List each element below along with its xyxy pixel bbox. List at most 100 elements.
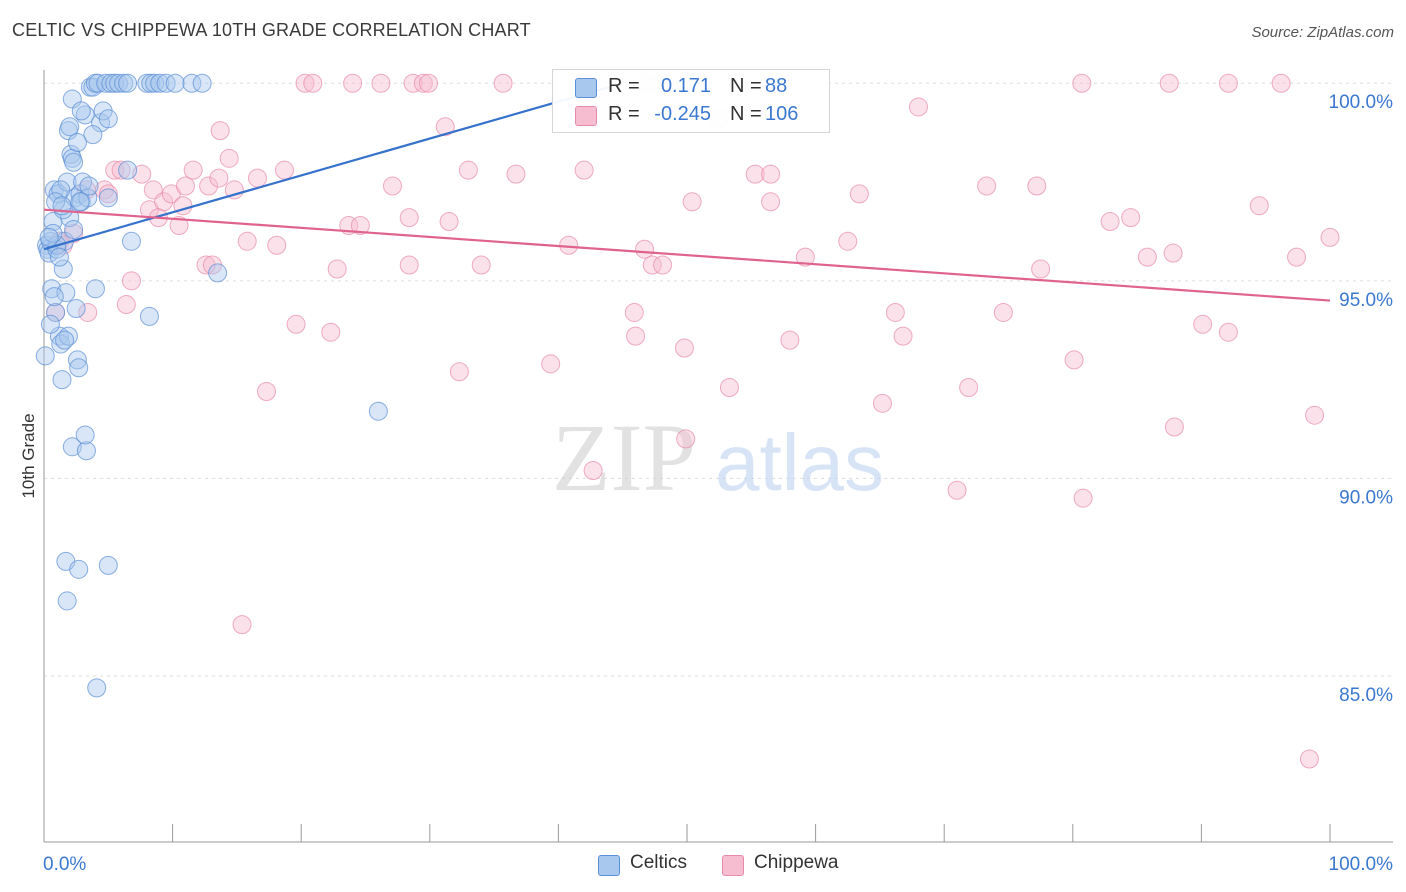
celtics-trend-line: [43, 82, 624, 251]
celtics-point: [121, 231, 141, 251]
chippewa-swatch: [575, 106, 597, 126]
celtics-point: [66, 298, 86, 318]
celtics-point: [44, 287, 64, 307]
celtics-r-label: R =: [608, 75, 640, 97]
celtics-point: [79, 176, 99, 196]
chippewa-point: [403, 73, 423, 93]
celtics-n-label: N =: [730, 75, 762, 97]
celtics-point: [368, 401, 388, 421]
chippewa-point: [219, 148, 239, 168]
y-tick-label: 90.0%: [1339, 487, 1393, 508]
chippewa-point: [1027, 176, 1047, 196]
celtics-point: [75, 105, 95, 125]
celtics-point: [52, 370, 72, 390]
celtics-point: [70, 192, 90, 212]
chippewa-r-value: -0.245: [654, 103, 711, 125]
chippewa-point: [745, 164, 765, 184]
chippewa-point: [893, 326, 913, 346]
celtics-point: [53, 259, 73, 279]
celtics-n-value: 88: [765, 75, 788, 97]
celtics-swatch: [575, 78, 597, 98]
celtics-point: [182, 73, 202, 93]
celtics-r-value: 0.171: [660, 75, 711, 97]
chippewa-point: [458, 160, 478, 180]
chippewa-point: [780, 330, 800, 350]
axes: [43, 70, 1393, 843]
celtics-point: [87, 678, 107, 698]
chippewa-point: [98, 184, 118, 204]
chippewa-point: [199, 176, 219, 196]
chippewa-point: [247, 168, 267, 188]
chippewa-point: [1073, 488, 1093, 508]
chippewa-point: [908, 97, 928, 117]
chippewa-point: [435, 117, 455, 137]
celtics-points: [35, 73, 388, 698]
chippewa-point: [1299, 749, 1319, 769]
x-tick-label-min: 0.0%: [43, 854, 86, 875]
celtics-point: [165, 73, 185, 93]
chippewa-point: [682, 192, 702, 212]
celtics-point: [58, 326, 78, 346]
celtics-point: [55, 330, 75, 350]
celtics-point: [85, 279, 105, 299]
chippewa-point: [350, 216, 370, 235]
chippewa-point: [676, 429, 696, 449]
celtics-point: [60, 208, 80, 228]
celtics-point: [60, 117, 80, 137]
celtics-point: [71, 101, 91, 121]
chippewa-r-label: R =: [608, 103, 640, 125]
chippewa-point: [838, 231, 858, 251]
celtics-point: [43, 223, 63, 243]
chippewa-point: [947, 480, 967, 500]
chippewa-point: [1305, 405, 1325, 425]
celtics-point: [118, 160, 138, 180]
celtics-point: [64, 219, 84, 239]
celtics-point: [62, 437, 82, 457]
chippewa-point: [1271, 73, 1291, 93]
chippewa-point: [719, 378, 739, 398]
celtics-point: [67, 133, 87, 153]
chippewa-point: [303, 73, 323, 93]
chippewa-point: [872, 393, 892, 413]
celtics-point: [76, 441, 96, 461]
chippewa-point: [327, 259, 347, 279]
chippewa-legend-swatch: [722, 855, 744, 876]
celtics-point: [67, 350, 87, 370]
chippewa-point: [885, 302, 905, 322]
celtics-point: [46, 302, 66, 322]
celtics-point: [208, 263, 228, 283]
legend-row-celtics: R = 0.171 N = 88: [553, 73, 829, 101]
x-tick-label-max: 100.0%: [1329, 854, 1394, 875]
chippewa-point: [1218, 322, 1238, 342]
chippewa-point: [154, 192, 174, 212]
chippewa-point: [624, 302, 644, 322]
celtics-point: [75, 425, 95, 445]
celtics-point: [42, 279, 62, 299]
celtics-point: [49, 247, 69, 267]
chippewa-point: [653, 255, 673, 275]
watermark-zip: ZIP: [552, 404, 696, 511]
source-label: Source: ZipAtlas.com: [1251, 24, 1394, 41]
chippewa-point: [111, 160, 131, 180]
legend-row-chippewa: R = -0.245 N = 106: [553, 101, 829, 129]
chippewa-point: [413, 73, 433, 93]
celtics-point: [83, 125, 103, 145]
chippewa-point: [237, 231, 257, 251]
chippewa-point: [541, 354, 561, 374]
grid-lines: [44, 82, 1393, 677]
celtics-point: [98, 555, 118, 575]
chippewa-point: [993, 302, 1013, 322]
stats-legend: R = 0.171 N = 88 R = -0.245 N = 106: [552, 69, 830, 133]
celtics-point: [118, 73, 138, 93]
chippewa-point: [1218, 73, 1238, 93]
chippewa-point: [849, 184, 869, 204]
celtics-point: [56, 283, 76, 303]
celtics-point: [98, 188, 118, 208]
celtics-point: [51, 334, 71, 354]
celtics-point: [145, 73, 165, 93]
chippewa-point: [399, 255, 419, 275]
chippewa-n-label: N =: [730, 103, 762, 125]
celtics-point: [57, 172, 77, 192]
y-axis-label: 10th Grade: [19, 413, 38, 498]
